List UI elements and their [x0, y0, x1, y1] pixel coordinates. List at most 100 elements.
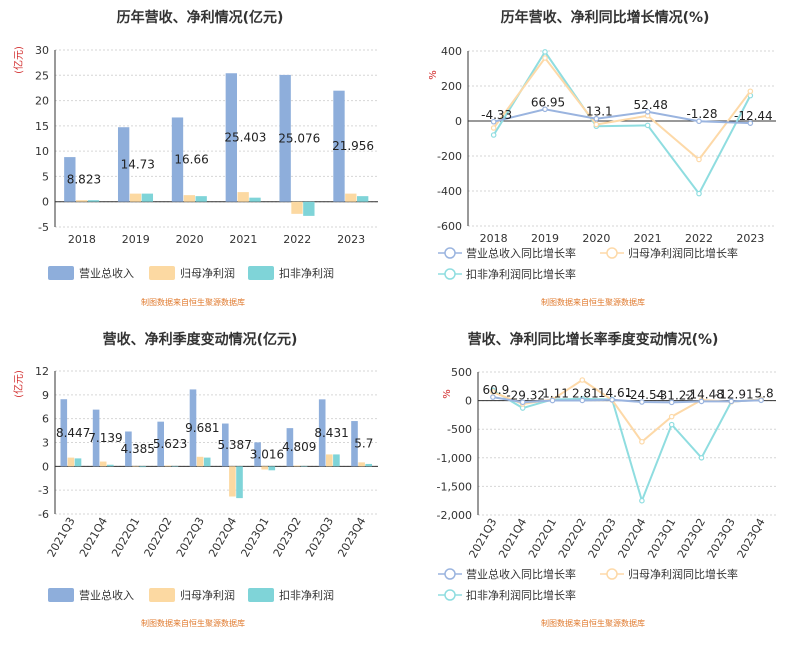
series-point	[747, 88, 754, 95]
legend-marker-profit-growth	[606, 568, 618, 580]
y-tick-label: 20	[35, 95, 49, 108]
y-unit-label: %	[442, 389, 453, 399]
series-point	[542, 55, 548, 61]
legend-marker-profit-growth	[606, 247, 618, 259]
data-label: 8.431	[314, 426, 348, 440]
legend-label-revenue: 营业总收入	[79, 266, 134, 280]
series-point	[593, 121, 600, 128]
x-tick-label: 2018	[480, 232, 508, 245]
plot-area: -600 -400 -200 0 200 400 2018 2019 2020 2021 2022 2…	[437, 45, 776, 245]
series-point	[696, 118, 702, 125]
data-label: 52.48	[633, 98, 667, 112]
x-tick-label: 2021	[229, 233, 257, 246]
series-point	[490, 394, 496, 400]
series-point	[490, 389, 496, 395]
series-line-deducted-growth	[492, 389, 762, 504]
legend-label-profit: 归母净利润	[180, 266, 235, 280]
series-point	[519, 399, 526, 406]
legend-swatch-profit	[149, 588, 175, 602]
bar-profit	[325, 454, 333, 467]
y-tick-label: 400	[441, 45, 462, 58]
legend-label-profit: 归母净利润	[180, 588, 235, 602]
series-point	[668, 421, 675, 428]
data-label: 9.681	[185, 421, 219, 435]
chart-title: 营收、净利季度变动情况(亿元)	[103, 331, 298, 348]
bar-revenue	[318, 399, 326, 467]
source-note: 制图数据来自恒生聚源数据库	[541, 618, 645, 628]
y-unit-label: (亿元)	[12, 46, 25, 74]
series-point	[579, 377, 586, 383]
bar-deducted	[365, 463, 373, 467]
bar-deducted	[139, 466, 146, 468]
legend-label-deducted: 扣非净利润	[279, 588, 334, 602]
data-label: 8.823	[67, 172, 101, 186]
series-point	[698, 398, 705, 405]
y-tick-label: -500	[447, 423, 472, 436]
x-tick-label: 2023Q2	[675, 516, 708, 560]
chart-annual-revenue-profit: 历年营收、净利情况(亿元) (亿元) -5 0 5 10 15 20 25 30 2018 201…	[12, 9, 378, 307]
data-label: 21.956	[332, 139, 374, 153]
series-point	[579, 397, 586, 404]
x-tick-label: 2022Q3	[586, 516, 619, 560]
series-point	[609, 396, 615, 403]
data-label: 60.9	[483, 383, 510, 397]
data-label: -4.33	[481, 108, 512, 122]
y-tick-label: 500	[451, 366, 472, 379]
legend-marker-revenue-growth	[444, 568, 456, 580]
x-tick-label: 2021Q4	[77, 515, 110, 559]
bar-profit	[67, 457, 75, 467]
bar-revenue	[286, 428, 294, 467]
data-label: 1.11	[542, 387, 569, 401]
x-tick-label: 2023Q3	[303, 515, 336, 559]
series-point	[644, 109, 651, 115]
data-label: 5.8	[755, 386, 774, 400]
data-label: 3.016	[250, 447, 284, 461]
source-note: 制图数据来自恒生聚源数据库	[141, 618, 245, 628]
bar-revenue	[254, 442, 261, 467]
y-tick-label: -200	[437, 150, 462, 163]
y-tick-label: -2,000	[437, 509, 472, 522]
plot-area: -5 0 5 10 15 20 25 30 2018 2019 2020 2021 2022 2023 8.…	[35, 44, 378, 246]
data-label: -12.44	[734, 109, 773, 123]
bar-profit	[358, 462, 365, 467]
legend-swatch-revenue	[48, 266, 74, 280]
bar-profit	[345, 193, 357, 202]
y-tick-label: 5	[42, 170, 49, 183]
x-tick-label: 2022	[685, 232, 713, 245]
series-point	[490, 132, 497, 138]
series-point	[593, 115, 600, 122]
x-tick-label: 2020	[582, 232, 610, 245]
source-note: 制图数据来自恒生聚源数据库	[141, 297, 245, 307]
legend-swatch-deducted	[248, 266, 274, 280]
x-tick-label: 2018	[68, 233, 96, 246]
series-point	[668, 399, 675, 406]
x-tick-label: 2019	[122, 233, 150, 246]
series-line-revenue-growth	[493, 108, 751, 125]
bar-deducted	[268, 466, 276, 471]
y-tick-label: 10	[35, 145, 49, 158]
y-tick-label: 0	[42, 460, 49, 473]
x-tick-label: 2021Q3	[466, 516, 499, 560]
bar-revenue	[279, 74, 291, 202]
x-tick-label: 2023	[736, 232, 764, 245]
series-point	[542, 106, 548, 113]
series-point	[639, 399, 645, 405]
bar-profit	[132, 465, 139, 467]
series-point	[698, 454, 705, 461]
data-label: 7.139	[88, 431, 122, 445]
bar-deducted	[236, 466, 243, 499]
bar-profit	[164, 465, 172, 467]
y-tick-label: 0	[455, 115, 462, 128]
y-tick-label: -400	[437, 185, 462, 198]
series-point	[696, 156, 702, 163]
data-label: 4.385	[121, 442, 155, 456]
series-point	[490, 118, 497, 125]
x-tick-label: 2022Q2	[556, 516, 589, 560]
data-label: -29.32	[506, 388, 545, 402]
source-note: 制图数据来自恒生聚源数据库	[541, 297, 645, 307]
legend-marker-revenue-growth	[444, 247, 456, 259]
x-tick-label: 2023	[337, 233, 365, 246]
data-label: -1.28	[686, 107, 717, 121]
chart-title: 营收、净利同比增长率季度变动情况(%)	[468, 331, 719, 348]
legend-label-deducted-growth: 扣非净利润同比增长率	[466, 588, 576, 602]
